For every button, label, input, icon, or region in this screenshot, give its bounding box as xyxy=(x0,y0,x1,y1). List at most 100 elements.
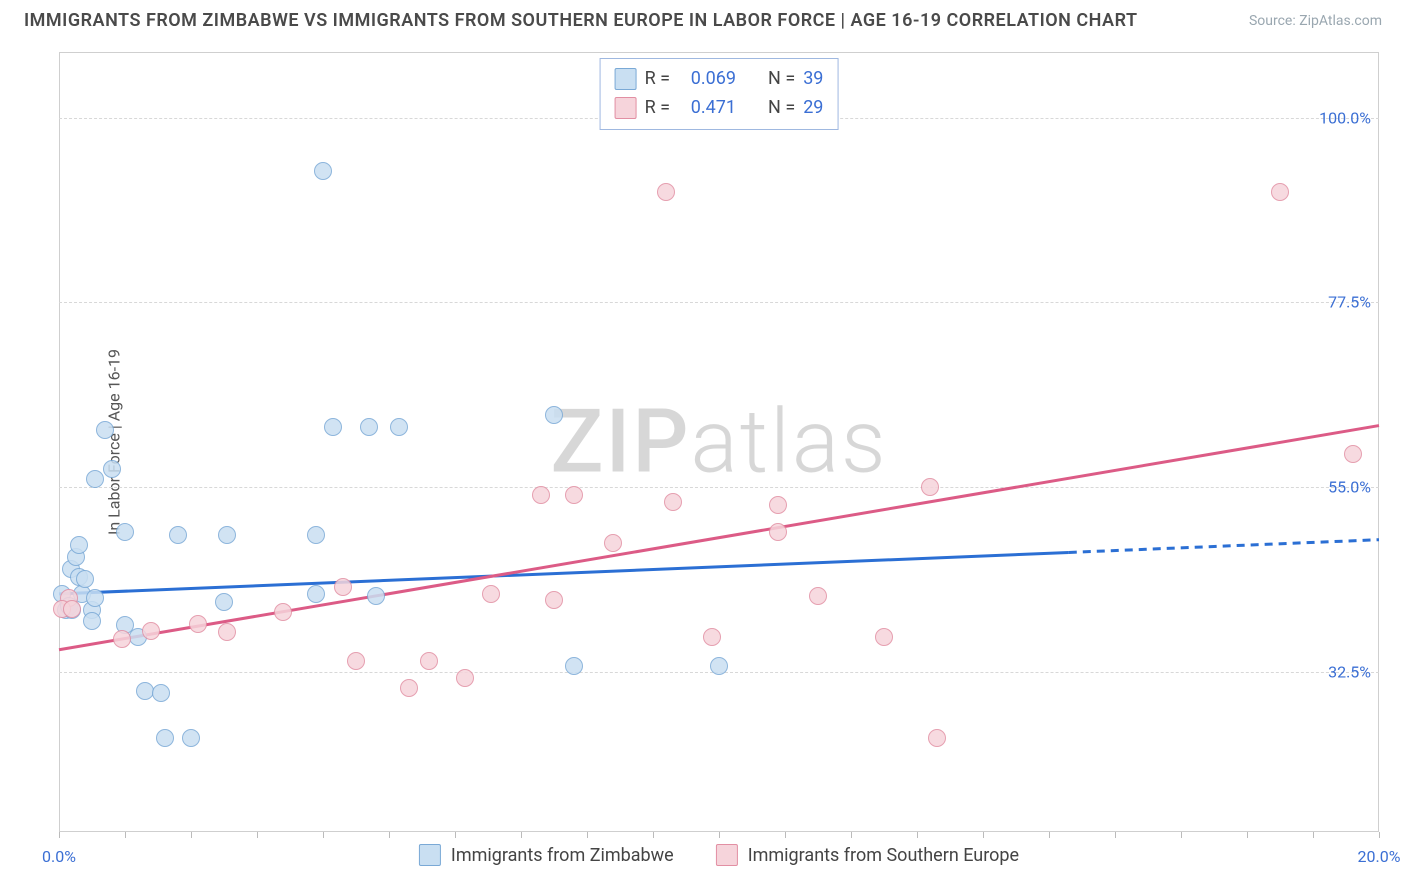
legend-swatch xyxy=(419,844,441,866)
data-point xyxy=(657,183,675,201)
x-tick-mark xyxy=(917,832,918,838)
data-point xyxy=(1271,183,1289,201)
x-tick-mark xyxy=(191,832,192,838)
data-point xyxy=(360,418,378,436)
data-point xyxy=(169,526,187,544)
x-tick-mark xyxy=(257,832,258,838)
data-point xyxy=(324,418,342,436)
x-tick-mark xyxy=(851,832,852,838)
x-tick-mark xyxy=(59,832,60,838)
legend-series: Immigrants from Zimbabwe Immigrants from … xyxy=(419,844,1019,866)
data-point xyxy=(86,470,104,488)
data-point xyxy=(103,460,121,478)
x-tick-label: 0.0% xyxy=(42,847,76,866)
legend-series-item: Immigrants from Zimbabwe xyxy=(419,844,674,866)
x-tick-mark xyxy=(1115,832,1116,838)
data-point xyxy=(314,162,332,180)
data-point xyxy=(545,591,563,609)
data-point xyxy=(83,612,101,630)
x-tick-mark xyxy=(1379,832,1380,838)
legend-r-value: 0.069 xyxy=(678,65,736,94)
data-point xyxy=(921,478,939,496)
data-point xyxy=(113,630,131,648)
data-point xyxy=(1344,445,1362,463)
x-tick-mark xyxy=(1247,832,1248,838)
legend-r-label: R = xyxy=(645,94,670,123)
legend-swatch xyxy=(716,844,738,866)
data-point xyxy=(347,652,365,670)
legend-n-label: N = xyxy=(768,65,795,94)
data-point xyxy=(875,628,893,646)
data-point xyxy=(307,526,325,544)
data-point xyxy=(334,578,352,596)
x-tick-label: 20.0% xyxy=(1358,847,1401,866)
data-point xyxy=(116,523,134,541)
data-point xyxy=(218,526,236,544)
x-tick-mark xyxy=(1049,832,1050,838)
data-point xyxy=(189,615,207,633)
legend-r-value: 0.471 xyxy=(678,94,736,123)
x-tick-mark xyxy=(1313,832,1314,838)
x-tick-mark xyxy=(455,832,456,838)
data-point xyxy=(86,589,104,607)
data-point xyxy=(809,587,827,605)
x-tick-mark xyxy=(389,832,390,838)
chart-source: Source: ZipAtlas.com xyxy=(1249,13,1382,29)
legend-n-value: 29 xyxy=(803,94,823,123)
trend-line-dashed xyxy=(1069,540,1379,553)
legend-swatch xyxy=(615,97,637,119)
data-point xyxy=(710,657,728,675)
trend-line xyxy=(59,552,1069,593)
legend-stat-row: R = 0.471 N = 29 xyxy=(615,94,824,123)
data-point xyxy=(769,496,787,514)
plot-area: ZIPatlas R = 0.069N = 39R = 0.471N = 29 … xyxy=(59,52,1379,832)
data-point xyxy=(769,523,787,541)
data-point xyxy=(420,652,438,670)
data-point xyxy=(482,585,500,603)
legend-n-value: 39 xyxy=(803,65,823,94)
x-tick-mark xyxy=(719,832,720,838)
chart-title: IMMIGRANTS FROM ZIMBABWE VS IMMIGRANTS F… xyxy=(24,10,1138,31)
data-point xyxy=(63,600,81,618)
data-point xyxy=(215,593,233,611)
chart-container: In Labor Force | Age 16-19 ZIPatlas R = … xyxy=(59,52,1379,832)
data-point xyxy=(390,418,408,436)
data-point xyxy=(152,684,170,702)
chart-header: IMMIGRANTS FROM ZIMBABWE VS IMMIGRANTS F… xyxy=(0,0,1406,39)
data-point xyxy=(565,657,583,675)
data-point xyxy=(76,570,94,588)
trend-line xyxy=(59,426,1379,650)
legend-stat-row: R = 0.069 N = 39 xyxy=(615,65,824,94)
data-point xyxy=(156,729,174,747)
data-point xyxy=(136,682,154,700)
x-tick-mark xyxy=(653,832,654,838)
x-tick-mark xyxy=(983,832,984,838)
data-point xyxy=(928,729,946,747)
data-point xyxy=(367,587,385,605)
data-point xyxy=(604,534,622,552)
data-point xyxy=(565,486,583,504)
legend-series-label: Immigrants from Zimbabwe xyxy=(451,845,674,866)
data-point xyxy=(703,628,721,646)
data-point xyxy=(307,585,325,603)
legend-series-label: Immigrants from Southern Europe xyxy=(748,845,1019,866)
x-tick-mark xyxy=(521,832,522,838)
data-point xyxy=(400,679,418,697)
data-point xyxy=(70,536,88,554)
data-point xyxy=(456,669,474,687)
data-point xyxy=(532,486,550,504)
x-tick-mark xyxy=(587,832,588,838)
trend-lines xyxy=(59,52,1379,832)
legend-swatch xyxy=(615,68,637,90)
legend-series-item: Immigrants from Southern Europe xyxy=(716,844,1019,866)
data-point xyxy=(182,729,200,747)
x-tick-mark xyxy=(785,832,786,838)
data-point xyxy=(218,623,236,641)
data-point xyxy=(96,421,114,439)
legend-n-label: N = xyxy=(768,94,795,123)
legend-r-label: R = xyxy=(645,65,670,94)
data-point xyxy=(274,603,292,621)
data-point xyxy=(142,622,160,640)
x-tick-mark xyxy=(323,832,324,838)
data-point xyxy=(664,493,682,511)
